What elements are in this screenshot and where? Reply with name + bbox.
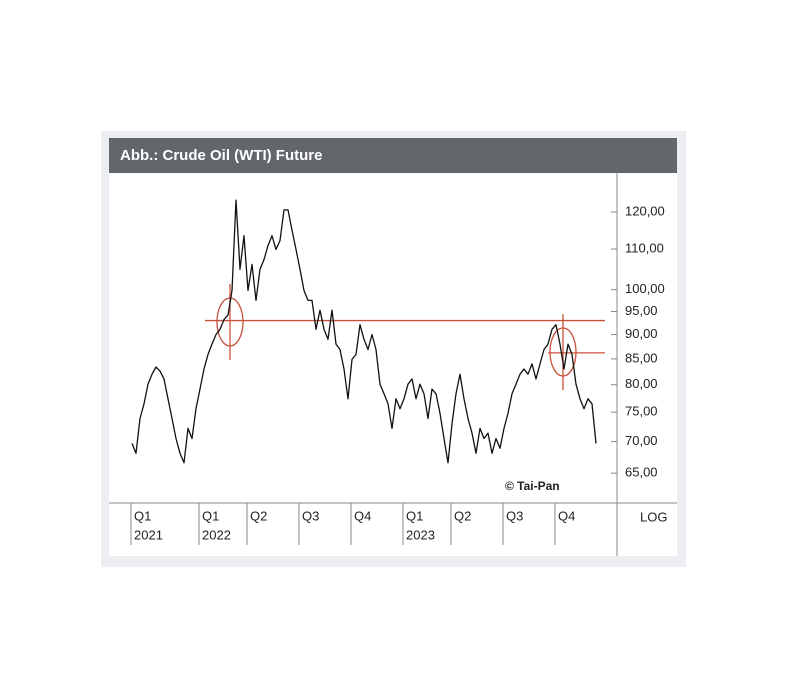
source: © Tai-Pan xyxy=(505,479,560,493)
y-tick-label: 100,00 xyxy=(625,281,665,296)
x-tick-label: Q1 xyxy=(202,508,219,523)
y-tick-label: 85,00 xyxy=(625,350,658,365)
x-tick-label: Q1 xyxy=(134,508,151,523)
plot-bg xyxy=(109,173,677,556)
x-tick-label: Q4 xyxy=(558,508,575,523)
header xyxy=(109,138,677,173)
x-tick-label: Q2 xyxy=(250,508,267,523)
y-tick-label: 65,00 xyxy=(625,465,658,480)
y-tick-label: 95,00 xyxy=(625,303,658,318)
x-year-label: 2022 xyxy=(202,527,231,542)
x-tick-label: Q3 xyxy=(302,508,319,523)
x-tick-label: Q3 xyxy=(506,508,523,523)
x-tick-label: Q1 xyxy=(406,508,423,523)
x-tick-label: Q2 xyxy=(454,508,471,523)
y-tick-label: 75,00 xyxy=(625,404,658,419)
y-tick-label: 110,00 xyxy=(625,240,664,255)
y-tick-label: 90,00 xyxy=(625,326,658,341)
y-tick-label: 80,00 xyxy=(625,376,658,391)
price-line xyxy=(131,199,597,464)
x-tick-label: Q4 xyxy=(354,508,371,523)
y-tick-label: 120,00 xyxy=(625,203,665,218)
x-year-label: 2021 xyxy=(134,527,163,542)
x-year-label: 2023 xyxy=(406,527,435,542)
chart-title: Abb.: Crude Oil (WTI) Future xyxy=(120,147,322,164)
y-tick-label: 70,00 xyxy=(625,433,658,448)
scale-label: LOG xyxy=(640,509,667,524)
